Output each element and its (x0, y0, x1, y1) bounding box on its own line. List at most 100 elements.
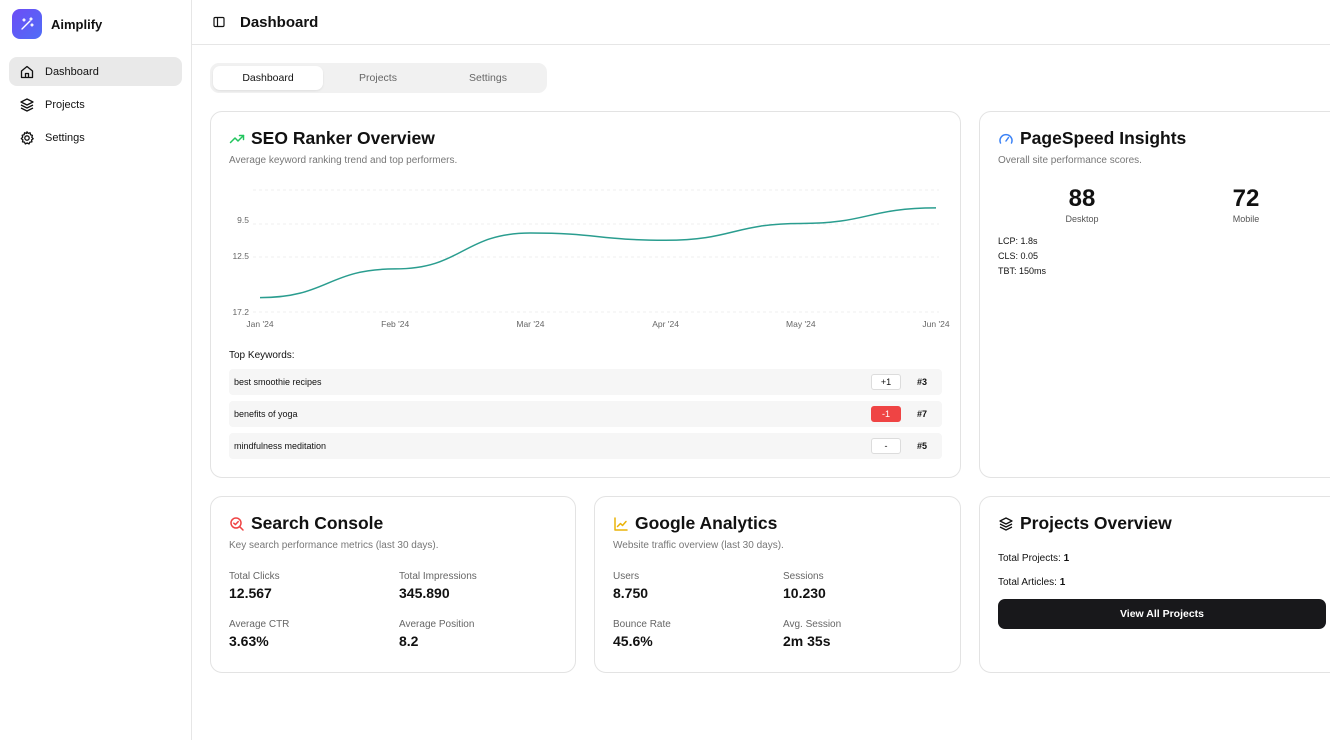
average-position-metric: Average Position 8.2 (399, 619, 474, 649)
pagespeed-card-subtitle: Overall site performance scores. (998, 155, 1142, 166)
pagespeed-card: PageSpeed Insights Overall site performa… (979, 111, 1330, 478)
metric-label: Avg. Session (783, 619, 842, 630)
lcp-metric: LCP: 1.8s (998, 236, 1038, 246)
home-icon (20, 65, 34, 78)
sidebar-item-projects[interactable]: Projects (9, 90, 182, 119)
brand[interactable]: Aimplify (12, 9, 102, 39)
desktop-score: 88 Desktop (1042, 185, 1122, 224)
keyword-name: benefits of yoga (234, 409, 298, 419)
search-console-title-text: Search Console (251, 513, 384, 533)
mobile-score-value: 72 (1232, 185, 1260, 212)
layers-icon (999, 516, 1013, 531)
x-tick-label: Mar '24 (516, 319, 544, 329)
search-console-card: Search Console Key search performance me… (210, 496, 576, 673)
cls-metric: CLS: 0.05 (998, 251, 1039, 261)
sidebar-item-settings[interactable]: Settings (9, 123, 182, 152)
sidebar-item-label: Settings (45, 131, 85, 144)
pagespeed-card-title: PageSpeed Insights (998, 128, 1186, 149)
search-console-card-title: Search Console (229, 513, 383, 534)
top-header: Dashboard (192, 0, 1330, 45)
y-tick-label: 12.5 (232, 251, 249, 261)
layers-icon (20, 97, 34, 112)
metric-value: 12.567 (229, 585, 272, 601)
sidebar-toggle-button[interactable] (213, 16, 225, 28)
ranking-trend-line (259, 207, 937, 299)
desktop-score-label: Desktop (1065, 214, 1099, 224)
line-chart-icon (614, 516, 628, 531)
metric-value: 10.230 (783, 585, 826, 601)
gauge-icon (999, 133, 1013, 144)
analytics-card-title: Google Analytics (613, 513, 777, 534)
keyword-rank: #3 (916, 377, 927, 387)
metric-value: 8.2 (399, 633, 419, 649)
seo-card-subtitle: Average keyword ranking trend and top pe… (229, 155, 458, 166)
page-title: Dashboard (240, 13, 319, 31)
seo-line-chart: 9.5 12.5 17.2 Jan '24 Feb '24 Mar '24 Apr '24 M… (232, 189, 950, 329)
keyword-name: mindfulness meditation (234, 441, 327, 451)
pagespeed-title-text: PageSpeed Insights (1020, 128, 1187, 148)
mobile-score-label: Mobile (1232, 214, 1260, 224)
sidebar: Aimplify Dashboard Projects Settings (0, 0, 192, 740)
total-articles: Total Articles: 1 (998, 577, 1065, 588)
x-tick-label: May '24 (786, 319, 816, 329)
keyword-row: benefits of yoga -1 #7 (229, 401, 942, 427)
tab-settings[interactable]: Settings (469, 72, 507, 84)
metric-value: 2m 35s (783, 633, 831, 649)
x-tick-label: Jun '24 (922, 319, 949, 329)
keyword-change-badge: - (871, 438, 901, 454)
sidebar-nav: Dashboard Projects Settings (9, 57, 182, 156)
total-articles-label: Total Articles: (998, 577, 1057, 588)
search-check-icon (230, 516, 244, 531)
brand-name: Aimplify (51, 16, 103, 32)
core-web-vitals: LCP: 1.8s CLS: 0.05 TBT: 150ms (998, 234, 1046, 279)
sidebar-item-dashboard[interactable]: Dashboard (9, 57, 182, 86)
keyword-change-badge: +1 (871, 374, 901, 390)
seo-ranker-card: SEO Ranker Overview Average keyword rank… (210, 111, 961, 478)
users-metric: Users 8.750 (613, 571, 648, 601)
mobile-score: 72 Mobile (1206, 185, 1286, 224)
top-keywords-heading: Top Keywords: (229, 350, 295, 361)
tab-projects[interactable]: Projects (359, 72, 397, 84)
metric-label: Bounce Rate (613, 619, 671, 630)
tbt-metric: TBT: 150ms (998, 266, 1047, 276)
metric-value: 8.750 (613, 585, 649, 601)
avg-session-metric: Avg. Session 2m 35s (783, 619, 841, 649)
desktop-score-value: 88 (1068, 185, 1096, 212)
search-console-subtitle: Key search performance metrics (last 30 … (229, 540, 439, 551)
magic-wand-icon (12, 9, 42, 39)
projects-overview-title: Projects Overview (998, 513, 1172, 534)
total-articles-value: 1 (1059, 577, 1066, 588)
x-tick-label: Apr '24 (652, 319, 679, 329)
metric-label: Average CTR (229, 619, 290, 630)
metric-label: Sessions (783, 571, 824, 582)
keyword-rank: #5 (916, 441, 927, 451)
total-projects-label: Total Projects: (998, 553, 1061, 564)
analytics-title-text: Google Analytics (635, 513, 778, 533)
total-clicks-metric: Total Clicks 12.567 (229, 571, 280, 601)
view-all-projects-button[interactable]: View All Projects (998, 599, 1326, 629)
metric-label: Total Impressions (399, 571, 477, 582)
x-tick-label: Feb '24 (381, 319, 409, 329)
keyword-row: mindfulness meditation - #5 (229, 433, 942, 459)
y-tick-label: 17.2 (232, 307, 249, 317)
google-analytics-card: Google Analytics Website traffic overvie… (594, 496, 961, 673)
analytics-subtitle: Website traffic overview (last 30 days). (613, 540, 784, 551)
bounce-rate-metric: Bounce Rate 45.6% (613, 619, 671, 649)
projects-overview-card: Projects Overview Total Projects: 1 Tota… (979, 496, 1330, 673)
gear-icon (20, 130, 34, 145)
metric-label: Average Position (399, 619, 475, 630)
total-projects: Total Projects: 1 (998, 553, 1069, 564)
total-projects-value: 1 (1063, 553, 1070, 564)
keyword-list: best smoothie recipes +1 #3 benefits of … (229, 369, 942, 465)
sidebar-item-label: Dashboard (45, 65, 99, 78)
keyword-name: best smoothie recipes (234, 377, 322, 387)
trending-up-icon (229, 134, 245, 143)
tab-bar: Dashboard Projects Settings (210, 63, 547, 93)
seo-card-title: SEO Ranker Overview (229, 128, 435, 149)
metric-value: 45.6% (613, 633, 653, 649)
keyword-rank: #7 (916, 409, 927, 419)
seo-title-text: SEO Ranker Overview (251, 128, 435, 148)
sessions-metric: Sessions 10.230 (783, 571, 826, 601)
keyword-row: best smoothie recipes +1 #3 (229, 369, 942, 395)
tab-dashboard[interactable]: Dashboard (213, 66, 323, 90)
